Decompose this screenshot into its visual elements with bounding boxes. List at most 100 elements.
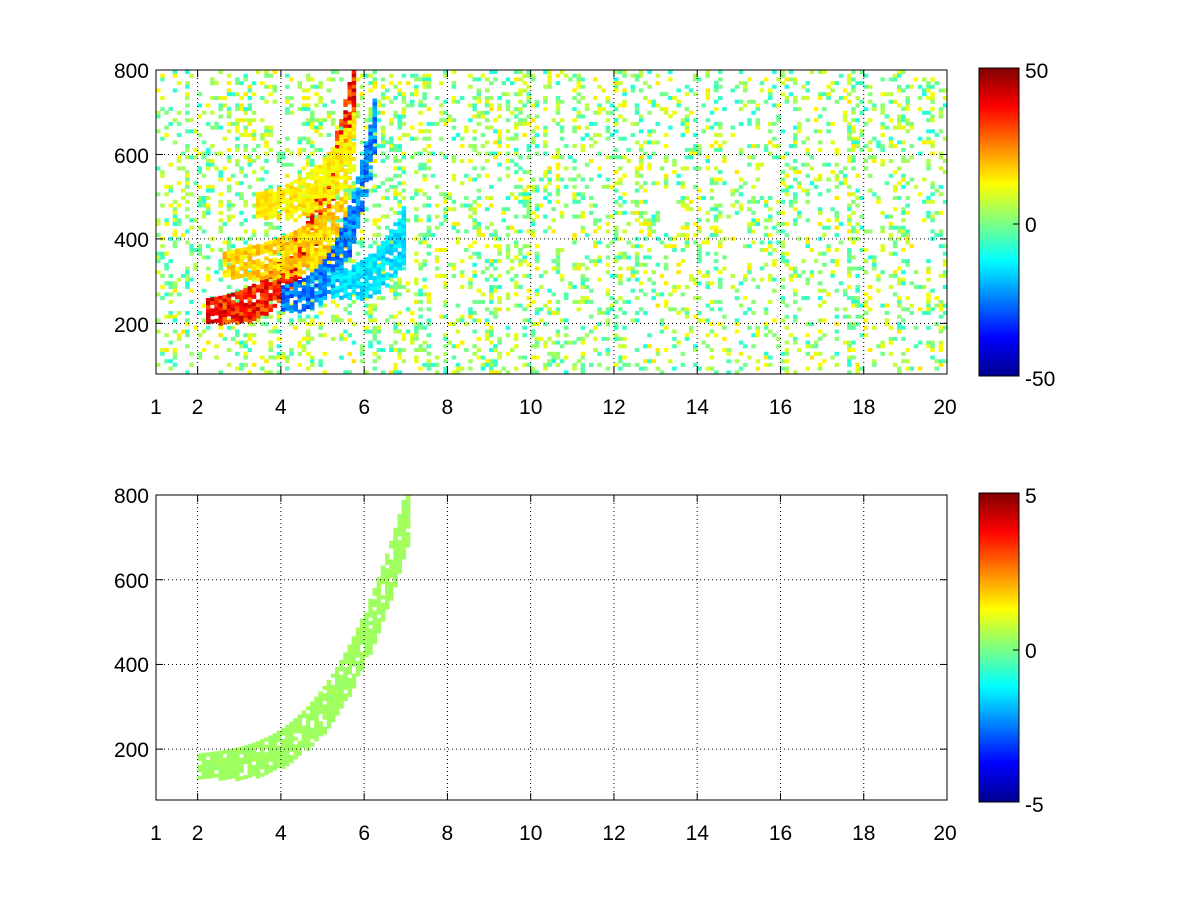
top-heatmap-cell	[659, 370, 665, 375]
top-heatmap-cell	[251, 283, 257, 288]
top-heatmap-cell	[351, 290, 357, 295]
top-heatmap-cell	[172, 70, 178, 74]
top-heatmap-cell	[355, 187, 361, 192]
top-heatmap-cell	[280, 279, 286, 284]
top-heatmap-cell	[897, 118, 902, 123]
top-heatmap-cell	[684, 225, 690, 230]
top-heatmap-cell	[609, 273, 615, 278]
top-heatmap-cell	[260, 261, 265, 266]
top-heatmap-cell	[476, 222, 482, 226]
top-heatmap-cell	[380, 181, 386, 186]
top-heatmap-cell	[314, 202, 319, 207]
top-heatmap-cell	[355, 292, 361, 296]
top-heatmap-cell	[339, 175, 344, 180]
top-heatmap-cell	[372, 98, 377, 103]
top-heatmap-cell	[497, 299, 502, 304]
top-heatmap-cell	[813, 340, 819, 345]
top-heatmap-cell	[938, 192, 944, 197]
top-heatmap-cell	[222, 294, 228, 299]
top-heatmap-cell	[218, 177, 223, 182]
top-heatmap-cell	[235, 103, 240, 108]
top-heatmap-cell	[372, 366, 377, 371]
top-heatmap-cell	[709, 181, 715, 186]
top-heatmap-cell	[489, 259, 494, 264]
top-heatmap-cell	[867, 348, 873, 352]
top-heatmap-cell	[322, 186, 327, 191]
top-heatmap-cell	[709, 366, 715, 371]
top-heatmap-cell	[917, 340, 923, 345]
top-heatmap-cell	[297, 294, 302, 299]
top-heatmap-cell	[451, 370, 457, 375]
top-heatmap-cell	[347, 333, 352, 338]
top-heatmap-cell	[901, 225, 906, 230]
top-heatmap-cell	[518, 92, 523, 97]
top-heatmap-cell	[372, 283, 377, 288]
top-heatmap-cell	[330, 223, 336, 228]
top-heatmap-cell	[330, 264, 336, 269]
top-heatmap-cell	[285, 280, 290, 285]
top-heatmap-cell	[255, 303, 261, 308]
top-heatmap-cell	[318, 322, 323, 327]
top-heatmap-cell	[713, 299, 719, 304]
top-heatmap-cell	[676, 99, 681, 104]
top-heatmap-cell	[730, 188, 735, 193]
top-heatmap-cell	[189, 362, 194, 367]
top-heatmap-cell	[713, 225, 719, 230]
top-heatmap-cell	[293, 325, 298, 330]
top-heatmap-cell	[584, 184, 590, 189]
top-x-tick-label: 16	[769, 396, 792, 419]
top-heatmap-cell	[172, 240, 178, 245]
top-heatmap-cell	[164, 192, 169, 197]
top-heatmap-cell	[439, 110, 444, 115]
top-heatmap-cell	[497, 296, 502, 301]
top-heatmap-cell	[784, 370, 790, 375]
top-heatmap-cell	[572, 129, 577, 134]
top-heatmap-cell	[272, 213, 278, 218]
top-heatmap-cell	[693, 184, 698, 189]
top-heatmap-cell	[260, 191, 265, 196]
top-heatmap-cell	[797, 129, 802, 134]
top-heatmap-cell	[330, 194, 336, 199]
top-heatmap-cell	[418, 77, 423, 82]
top-heatmap-cell	[368, 88, 373, 93]
top-heatmap-cell	[838, 281, 844, 286]
top-heatmap-cell	[647, 229, 652, 234]
top-heatmap-cell	[264, 249, 269, 254]
top-heatmap-cell	[368, 244, 373, 249]
top-heatmap-cell	[339, 204, 344, 209]
top-heatmap-cell	[913, 77, 919, 82]
top-heatmap-cell	[397, 262, 402, 267]
top-heatmap-cell	[618, 70, 623, 74]
top-heatmap-cell	[872, 192, 877, 197]
top-heatmap-cell	[584, 255, 590, 260]
top-heatmap-cell	[505, 207, 511, 212]
top-heatmap-cell	[688, 88, 694, 93]
top-heatmap-cell	[597, 351, 602, 356]
top-heatmap-cell	[872, 107, 877, 112]
top-heatmap-cell	[439, 222, 444, 226]
top-heatmap-cell	[934, 210, 939, 215]
top-heatmap-cell	[351, 84, 357, 89]
top-heatmap-cell	[480, 366, 486, 371]
top-heatmap-cell	[268, 129, 273, 134]
top-heatmap-cell	[793, 99, 798, 104]
top-heatmap-cell	[580, 273, 586, 278]
top-heatmap-cell	[376, 249, 382, 254]
top-heatmap-cell	[709, 144, 715, 149]
top-heatmap-cell	[264, 190, 269, 195]
top-heatmap-cell	[372, 184, 377, 189]
top-heatmap-cell	[817, 96, 823, 100]
top-heatmap-cell	[572, 107, 577, 112]
top-heatmap-cell	[613, 81, 619, 86]
top-heatmap-cell	[863, 144, 869, 149]
top-heatmap-cell	[414, 170, 419, 175]
top-heatmap-cell	[439, 118, 444, 123]
top-heatmap-cell	[901, 88, 906, 93]
top-heatmap-cell	[301, 178, 307, 183]
top-heatmap-cell	[185, 103, 190, 108]
top-heatmap-cell	[247, 159, 253, 163]
top-heatmap-cell	[788, 277, 794, 282]
top-heatmap-cell	[235, 129, 240, 134]
top-heatmap-cell	[489, 359, 494, 364]
top-heatmap-cell	[380, 92, 386, 97]
